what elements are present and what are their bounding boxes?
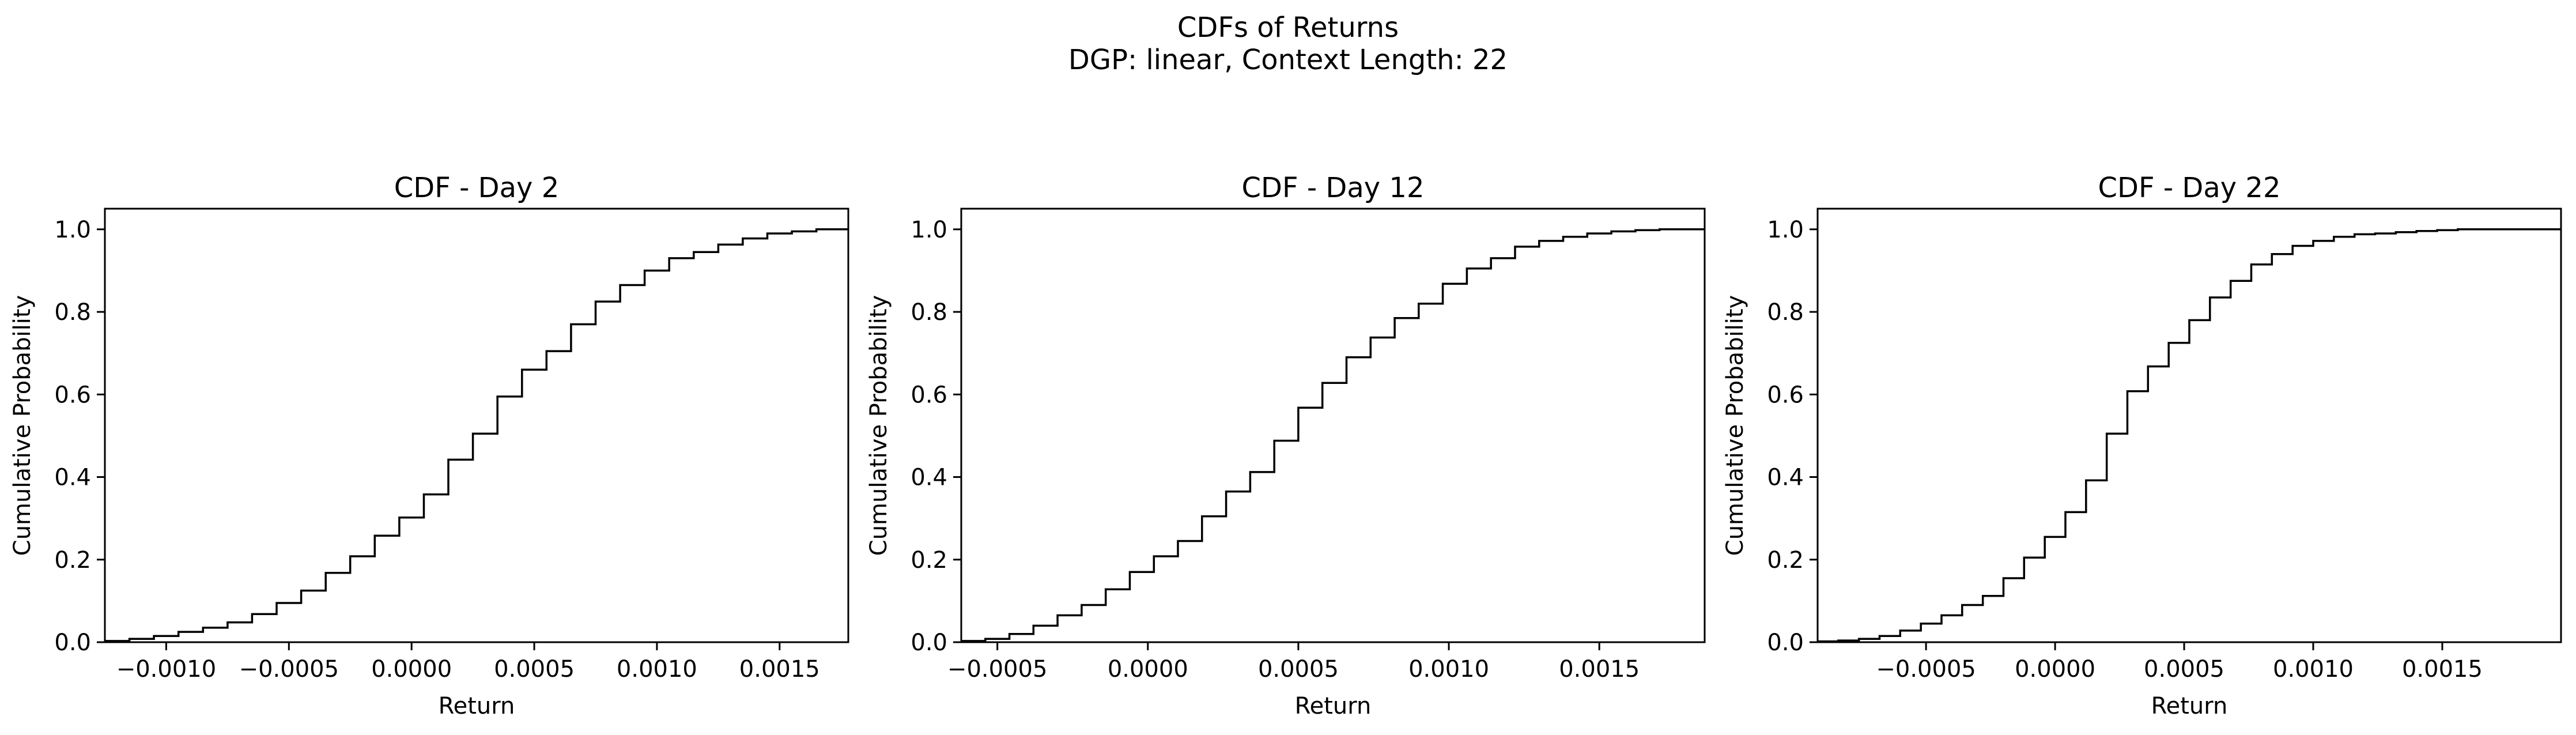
cdf-panel-3: CDF - Day 22 −0.0005 0.0000 0.0005 0.0010 0.0… — [1722, 172, 2562, 719]
cdf-step-line — [1818, 228, 2561, 643]
y-tick-label: 0.0 — [1767, 630, 1804, 656]
y-tick-label: 0.0 — [911, 630, 947, 656]
cdf-step-line — [105, 228, 848, 642]
cdf-panel-2: CDF - Day 12 −0.0005 0.0000 0.0005 0.0010 0.0… — [866, 172, 1706, 719]
x-tick-label: 0.0000 — [2015, 656, 2095, 683]
figure-subtitle: DGP: linear, Context Length: 22 — [1068, 44, 1508, 76]
y-tick-label: 1.0 — [54, 217, 91, 243]
y-tick-label: 0.4 — [1767, 465, 1804, 491]
x-axis-label: Return — [2151, 693, 2228, 719]
x-tick-label: −0.0005 — [239, 656, 339, 683]
y-axis-label: Cumulative Probability — [866, 295, 892, 556]
panel-title: CDF - Day 22 — [2098, 172, 2280, 204]
y-tick-label: 0.2 — [1767, 547, 1804, 574]
figure-suptitle: CDFs of Returns — [1177, 12, 1399, 44]
x-axis-label: Return — [439, 693, 515, 719]
x-tick-label: 0.0005 — [1258, 656, 1339, 683]
y-axis-label: Cumulative Probability — [1722, 295, 1748, 556]
plot-frame — [960, 208, 1706, 643]
y-tick-label: 0.2 — [911, 547, 947, 574]
y-axis-label: Cumulative Probability — [9, 295, 36, 556]
y-tick-label: 0.4 — [911, 465, 947, 491]
y-tick-label: 0.0 — [54, 630, 91, 656]
y-tick-label: 0.6 — [911, 382, 947, 408]
y-tick-label: 0.8 — [1767, 299, 1804, 326]
x-tick-label: 0.0005 — [494, 656, 575, 683]
panel-title: CDF - Day 2 — [394, 172, 560, 204]
x-tick-label: 0.0010 — [617, 656, 697, 683]
x-tick-label: 0.0015 — [1559, 656, 1640, 683]
x-tick-label: −0.0005 — [947, 656, 1047, 683]
y-tick-label: 0.2 — [54, 547, 91, 574]
y-tick-label: 0.6 — [54, 382, 91, 408]
y-tick-label: 1.0 — [1767, 217, 1804, 243]
x-tick-label: 0.0015 — [739, 656, 820, 683]
y-tick-label: 0.8 — [54, 299, 91, 326]
cdf-step-line — [961, 228, 1705, 642]
x-tick-label: −0.0005 — [1876, 656, 1976, 683]
plot-frame — [104, 208, 849, 643]
x-tick-label: −0.0010 — [116, 656, 216, 683]
x-tick-label: 0.0010 — [1408, 656, 1489, 683]
x-tick-label: 0.0015 — [2402, 656, 2483, 683]
y-tick-label: 1.0 — [911, 217, 947, 243]
x-tick-label: 0.0000 — [371, 656, 452, 683]
y-tick-label: 0.4 — [54, 465, 91, 491]
panel-title: CDF - Day 12 — [1241, 172, 1424, 204]
plot-frame — [1816, 208, 2562, 643]
x-tick-label: 0.0005 — [2144, 656, 2224, 683]
y-tick-label: 0.6 — [1767, 382, 1804, 408]
x-axis-label: Return — [1295, 693, 1372, 719]
x-tick-label: 0.0000 — [1108, 656, 1188, 683]
y-tick-label: 0.8 — [911, 299, 947, 326]
cdf-panel-1: CDF - Day 2 −0.0010 −0.0005 0.0000 0.0005 0.0… — [9, 172, 849, 719]
x-tick-label: 0.0010 — [2273, 656, 2354, 683]
